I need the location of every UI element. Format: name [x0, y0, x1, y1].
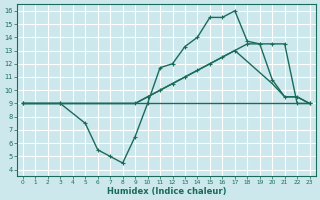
X-axis label: Humidex (Indice chaleur): Humidex (Indice chaleur): [107, 187, 226, 196]
